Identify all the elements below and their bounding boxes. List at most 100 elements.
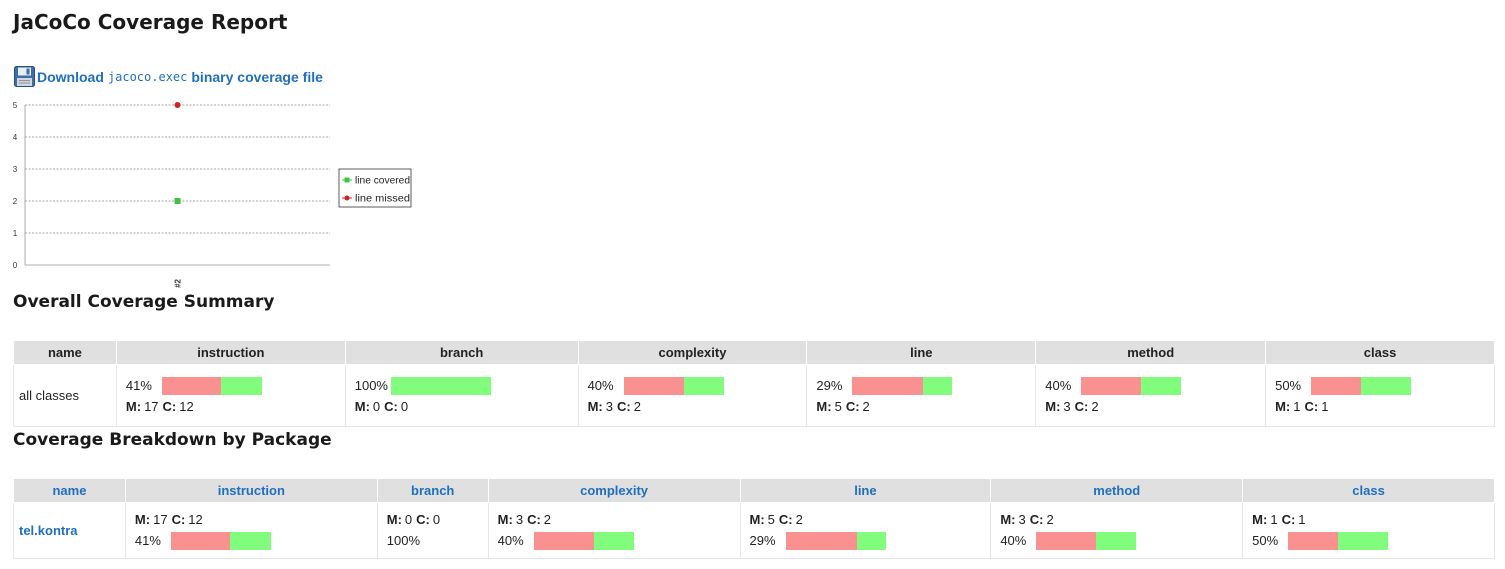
coverage-percent-line: 41% (135, 530, 377, 552)
coverage-cell-content: M: 0 C: 0 100% (378, 510, 488, 552)
missed-count: 1 (1270, 512, 1278, 527)
missed-count: 3 (515, 512, 524, 527)
page-title: JaCoCo Coverage Report (13, 10, 288, 34)
coverage-bar-missed (785, 531, 857, 550)
column-header-instruction[interactable]: instruction (124, 478, 378, 503)
coverage-bar (533, 531, 634, 550)
column-header-complexity: complexity (577, 340, 808, 365)
column-header-method: method (1035, 340, 1267, 365)
covered-label: C: (1074, 399, 1089, 414)
coverage-cell-line: 29% M: 5 C: 2 (806, 364, 1037, 427)
missed-label: M: (125, 399, 142, 414)
download-prefix: Download (37, 68, 104, 85)
coverage-bar (1311, 376, 1412, 395)
coverage-cell-method: 40% M: 3 C: 2 (1035, 364, 1267, 427)
missed-covered-counts: M: 5 C: 2 (750, 510, 991, 530)
covered-count: 2 (1046, 512, 1054, 527)
breakdown-header-row: name instruction branch complexity line metho… (13, 478, 1495, 503)
legend-marker-1 (344, 195, 350, 201)
covered-count: 2 (633, 399, 641, 414)
missed-covered-counts: M: 3 C: 2 (1000, 510, 1242, 530)
missed-count: 3 (1063, 399, 1071, 414)
missed-label: M: (1000, 512, 1016, 527)
coverage-cell-content: 41% M: 17 C: 12 (117, 375, 345, 417)
coverage-bar-covered (229, 531, 271, 550)
missed-label: M: (816, 399, 832, 414)
row-name-cell: tel.kontra (13, 502, 126, 559)
breakdown-row: tel.kontra M: 17 C: 12 41% M: 0 C: 0 100… (13, 502, 1495, 559)
coverage-cell-complexity: M: 3 C: 2 40% (487, 502, 741, 559)
coverage-percent: 100% (354, 378, 388, 393)
coverage-bar (1036, 531, 1137, 550)
coverage-bar-missed (1036, 531, 1097, 550)
coverage-cell-branch: M: 0 C: 0 100% (376, 502, 489, 559)
covered-count: 12 (179, 399, 194, 414)
coverage-cell-content: M: 3 C: 2 40% (991, 510, 1242, 552)
breakdown-heading: Coverage Breakdown by Package (13, 430, 332, 450)
package-link[interactable]: tel.kontra (19, 523, 78, 538)
covered-count: 2 (543, 512, 552, 527)
download-suffix: binary coverage file (191, 68, 323, 85)
coverage-percent-line: 40% (1000, 530, 1242, 552)
y-tick-label-5: 5 (13, 101, 18, 110)
coverage-percent-line: 41% (126, 375, 345, 397)
column-header-method[interactable]: method (990, 478, 1244, 503)
column-header-branch[interactable]: branch (376, 478, 489, 503)
column-header-instruction: instruction (115, 340, 346, 365)
coverage-bar-missed (852, 376, 924, 395)
coverage-bar (852, 376, 953, 395)
covered-count: 0 (432, 512, 441, 527)
missed-count: 17 (153, 512, 168, 527)
coverage-cell-line: M: 5 C: 2 29% (739, 502, 992, 559)
coverage-percent: 40% (497, 533, 524, 548)
missed-count: 0 (404, 512, 413, 527)
summary-row: all classes 41% M: 17 C: 12 100% M: 0 C:… (13, 364, 1495, 427)
coverage-percent: 40% (1000, 533, 1027, 548)
y-tick-label-3: 3 (13, 165, 18, 174)
coverage-percent-line: 100% (387, 530, 488, 552)
coverage-percent: 50% (1252, 533, 1279, 548)
covered-label: C: (171, 512, 186, 527)
coverage-bar-missed (170, 531, 230, 550)
coverage-bar (161, 376, 262, 395)
coverage-percent: 29% (816, 378, 843, 393)
column-header-class: class (1265, 340, 1495, 365)
coverage-percent: 50% (1275, 378, 1302, 393)
coverage-cell-instruction: M: 17 C: 12 41% (124, 502, 378, 559)
coverage-cell-content: M: 17 C: 12 41% (126, 510, 377, 552)
coverage-bar-covered (1338, 531, 1389, 550)
coverage-percent-line: 29% (816, 375, 1035, 397)
column-header-complexity[interactable]: complexity (487, 478, 741, 503)
coverage-percent: 41% (134, 533, 161, 548)
coverage-bar-missed (623, 376, 684, 395)
coverage-percent-line: 40% (498, 530, 740, 552)
missed-covered-counts: M: 0 C: 0 (387, 510, 488, 530)
coverage-cell-content: M: 3 C: 2 40% (489, 510, 740, 552)
coverage-bar-covered (1141, 376, 1182, 395)
covered-label: C: (845, 399, 860, 414)
y-tick-label-1: 1 (13, 229, 18, 238)
missed-count: 5 (767, 512, 775, 527)
covered-label: C: (162, 399, 177, 414)
column-header-line[interactable]: line (739, 478, 992, 503)
coverage-cell-content: M: 5 C: 2 29% (741, 510, 991, 552)
coverage-bar-missed (1311, 376, 1362, 395)
coverage-cell-method: M: 3 C: 2 40% (990, 502, 1244, 559)
y-tick-label-2: 2 (13, 197, 18, 206)
covered-label: C: (527, 512, 541, 527)
coverage-percent: 41% (125, 378, 152, 393)
covered-count: 2 (862, 399, 870, 414)
column-header-name[interactable]: name (13, 478, 126, 503)
download-coverage-link[interactable]: Download jacoco.exec binary coverage fil… (14, 66, 323, 87)
covered-label: C: (384, 399, 398, 414)
coverage-bar-covered (683, 376, 724, 395)
legend-label-1: line missed (355, 194, 410, 205)
column-header-class[interactable]: class (1242, 478, 1495, 503)
coverage-percent: 29% (749, 533, 776, 548)
coverage-bar-covered (923, 376, 953, 395)
coverage-bar-missed (161, 376, 221, 395)
missed-covered-counts: M: 1 C: 1 (1275, 397, 1494, 417)
coverage-bar-covered (220, 376, 262, 395)
floppy-disk-icon (14, 66, 35, 87)
y-tick-label-0: 0 (13, 261, 18, 270)
